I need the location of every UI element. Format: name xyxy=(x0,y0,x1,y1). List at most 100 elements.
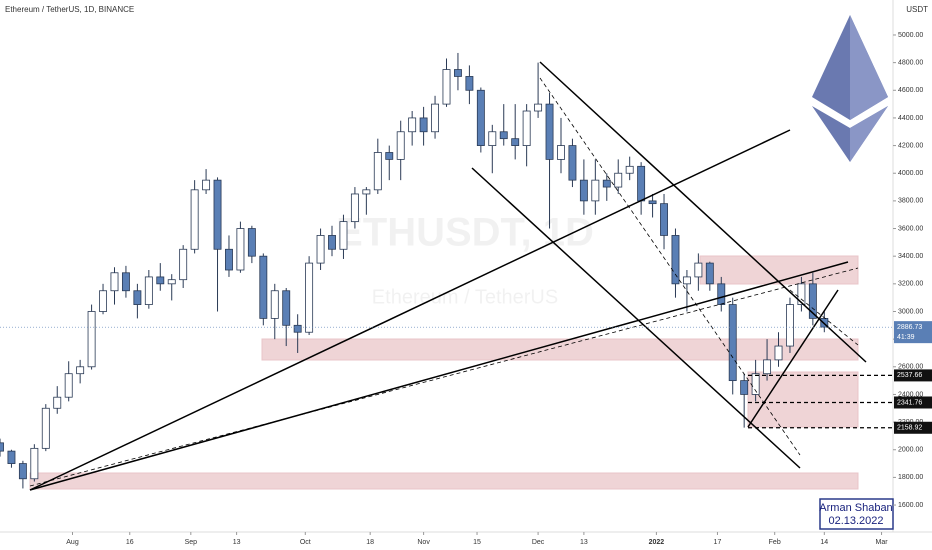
candle-body xyxy=(671,235,680,285)
price-axis xyxy=(893,0,932,550)
candle-body xyxy=(522,110,531,146)
trendline xyxy=(29,267,859,487)
candle-body xyxy=(740,380,749,395)
x-tick-label: 13 xyxy=(233,539,241,546)
x-tick-label: 17 xyxy=(714,539,722,546)
candle-body xyxy=(648,200,657,205)
candle-body xyxy=(705,262,714,285)
candle-body xyxy=(419,117,428,133)
currency: USDT xyxy=(906,5,928,14)
last-price-label: 2886.73 xyxy=(897,324,922,331)
candle-body xyxy=(202,179,211,191)
chart-title: Ethereum / TetherUS, 1D, BINANCE xyxy=(5,5,134,14)
candle-body xyxy=(270,290,279,319)
candle-body xyxy=(499,131,508,140)
candle-body xyxy=(259,255,268,319)
x-tick-label: 2022 xyxy=(649,539,665,546)
channel-line xyxy=(539,77,801,456)
candle-body xyxy=(87,311,96,368)
level-label: 2537.66 xyxy=(897,372,922,379)
candle-body xyxy=(442,69,451,105)
x-tick-label: Aug xyxy=(66,539,79,546)
y-tick-label: 4200.00 xyxy=(898,142,923,149)
eth-logo xyxy=(812,15,888,162)
candle-body xyxy=(534,103,543,112)
candle-body xyxy=(774,345,783,361)
candle-body xyxy=(591,179,600,202)
candle-body xyxy=(488,131,497,146)
candle-body xyxy=(225,248,233,271)
y-tick-label: 2600.00 xyxy=(898,364,923,371)
candle-body xyxy=(282,290,291,326)
author: Arman Shaban xyxy=(819,502,892,514)
candle-body xyxy=(453,69,462,77)
candle-body xyxy=(30,447,39,480)
candle-body xyxy=(133,290,142,305)
y-tick-label: 1800.00 xyxy=(898,474,923,481)
date: 02.13.2022 xyxy=(828,515,883,527)
candle-body xyxy=(579,179,588,202)
x-tick-label: 16 xyxy=(126,539,134,546)
candle-body xyxy=(7,450,16,464)
candle-body xyxy=(557,145,565,160)
candle-body xyxy=(385,152,394,160)
y-tick-label: 3200.00 xyxy=(898,281,923,288)
level-label: 2158.92 xyxy=(897,425,922,432)
candle-body xyxy=(408,117,417,133)
candle-body xyxy=(625,165,634,174)
trendline xyxy=(29,129,791,491)
candle-body xyxy=(179,248,188,281)
level-box xyxy=(894,396,932,409)
trendlines xyxy=(29,61,867,491)
x-tick-label: Nov xyxy=(417,539,430,546)
candle-body xyxy=(511,138,520,146)
y-tick-label: 5000.00 xyxy=(898,32,923,39)
zone xyxy=(747,371,859,428)
last-price-box xyxy=(894,321,932,344)
candle-body xyxy=(190,189,199,250)
x-tick-label: 18 xyxy=(366,539,374,546)
wedge-line xyxy=(747,289,839,428)
watermark: ETHUSDT, 1D xyxy=(336,211,594,255)
candle-body xyxy=(637,165,646,202)
candle-body xyxy=(213,179,222,250)
candle-body xyxy=(396,131,405,160)
x-tick-label: Sep xyxy=(185,539,198,546)
candle-body xyxy=(328,235,336,250)
candle-body xyxy=(236,228,245,271)
candle-body xyxy=(247,228,256,257)
candle-body xyxy=(362,189,371,195)
x-tick-label: Dec xyxy=(532,539,545,546)
y-tick-label: 3000.00 xyxy=(898,308,923,315)
wedge-line xyxy=(789,289,859,346)
y-tick-label: 2000.00 xyxy=(898,447,923,454)
trendline xyxy=(29,261,849,491)
y-tick-label: 4000.00 xyxy=(898,170,923,177)
candle-body xyxy=(728,304,737,382)
candle-body xyxy=(465,76,474,91)
candle-body xyxy=(694,262,703,278)
zone xyxy=(699,255,859,285)
candle-body xyxy=(144,276,153,305)
candle-body xyxy=(431,103,440,133)
candle-body xyxy=(614,172,623,188)
channel-line xyxy=(471,167,801,469)
candle-body xyxy=(602,179,611,188)
x-tick-label: Oct xyxy=(300,539,311,546)
y-tick-label: 3600.00 xyxy=(898,225,923,232)
x-tick-label: Mar xyxy=(876,539,889,546)
candle-body xyxy=(64,373,73,398)
candle-body xyxy=(167,279,176,285)
candle-body xyxy=(660,203,668,236)
candle-body xyxy=(717,283,726,305)
level-box xyxy=(894,421,932,434)
zone xyxy=(261,338,859,361)
candle-body xyxy=(786,304,794,347)
y-tick-label: 4600.00 xyxy=(898,87,923,94)
candle-body xyxy=(41,407,50,449)
candle-body xyxy=(797,283,806,305)
candle-body xyxy=(763,359,772,375)
candle-body xyxy=(121,272,130,292)
